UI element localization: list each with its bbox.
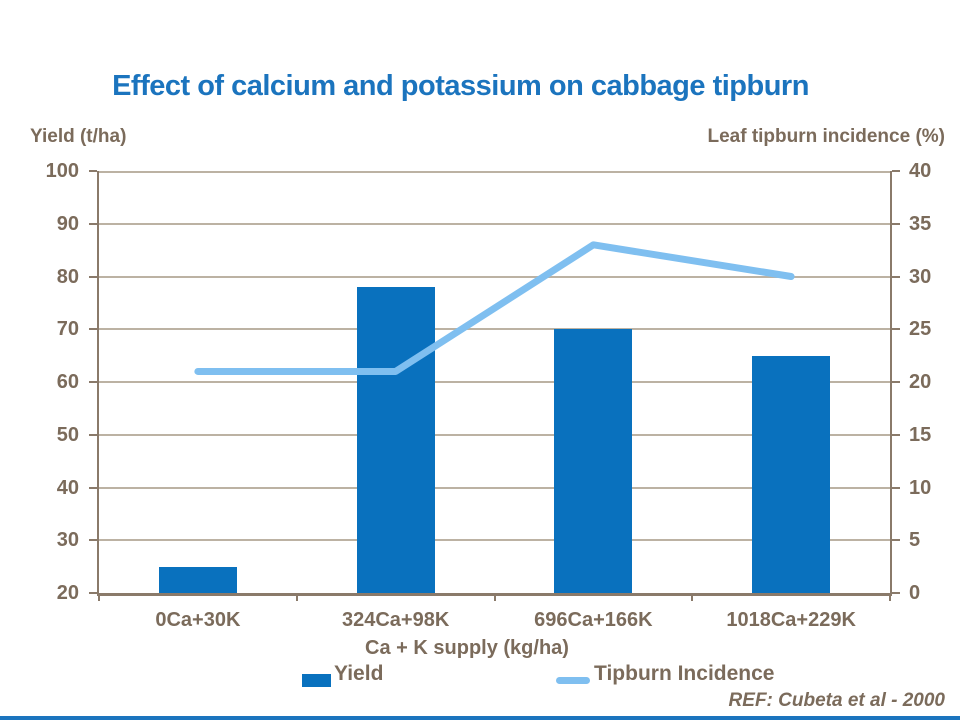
- x-axis-title: Ca + K supply (kg/ha): [365, 637, 569, 659]
- gridline: [99, 381, 890, 383]
- x-axis-tick: [691, 593, 694, 601]
- gridline: [99, 275, 890, 278]
- x-category-label: 0Ca+30K: [155, 609, 241, 631]
- tipburn-line-path: [194, 241, 795, 375]
- tipburn-line: [194, 241, 795, 375]
- right-axis-tick: [892, 486, 900, 489]
- right-axis-tick-label: 30: [909, 265, 932, 288]
- right-axis-tick-label: 10: [909, 476, 932, 499]
- right-axis-tick-label: 20: [909, 371, 932, 393]
- left-axis-tick-label: 80: [56, 265, 79, 288]
- x-axis-tick: [98, 593, 100, 601]
- left-axis-tick: [89, 433, 97, 436]
- right-axis-tick-label: 0: [909, 582, 921, 604]
- left-axis-tick-label: 50: [56, 423, 79, 446]
- left-axis-tick-label: 40: [56, 476, 79, 499]
- left-axis-tick: [89, 381, 97, 383]
- x-axis-tick: [889, 593, 891, 601]
- left-axis-tick: [89, 275, 97, 278]
- left-axis-tick-label: 70: [56, 318, 79, 341]
- left-axis-tick: [89, 328, 97, 331]
- plot-area: 100 40 90 35 80 30 70 25 60 20 50 15 40 10 30 5 20 0 0Ca+3…: [46, 160, 932, 631]
- yield-bar-0Ca+30K: [158, 566, 237, 593]
- left-axis-tick: [89, 170, 97, 172]
- right-axis-tick-label: 25: [909, 318, 932, 341]
- left-axis-tick: [89, 486, 97, 489]
- right-axis-tick-label: 5: [909, 529, 921, 552]
- left-axis-tick: [89, 222, 97, 225]
- gridline: [99, 328, 890, 331]
- left-axis-tick-label: 60: [56, 371, 79, 393]
- left-axis-tick: [89, 539, 97, 542]
- left-axis-tick-label: 100: [45, 160, 79, 182]
- left-axis-tick-label: 20: [56, 582, 79, 604]
- right-axis-title: Leaf tipburn incidence (%): [707, 126, 945, 147]
- x-axis-tick: [295, 593, 298, 601]
- right-axis-tick-label: 15: [909, 423, 932, 446]
- x-axis-tick: [493, 593, 496, 601]
- gridline: [99, 486, 890, 489]
- right-axis-tick-label: 40: [909, 160, 932, 182]
- right-axis-tick: [892, 328, 900, 331]
- legend-yield-bar-swatch-icon: [302, 674, 331, 687]
- right-axis-tick: [892, 539, 900, 542]
- gridline: [99, 433, 890, 436]
- right-axis-tick: [892, 275, 900, 278]
- right-axis-tick: [892, 592, 900, 594]
- gridline: [99, 539, 890, 542]
- yield-bar-1018Ca+229K: [752, 355, 831, 593]
- x-category-label: 324Ca+98K: [341, 609, 450, 631]
- x-category-label: 696Ca+166K: [534, 609, 653, 631]
- legend-tipburn-line-swatch-icon: [556, 677, 590, 684]
- yield-bar-696Ca+166K: [554, 329, 633, 593]
- yield-bar-324Ca+98K: [356, 287, 435, 593]
- gridline: [99, 171, 890, 173]
- left-axis-title: Yield (t/ha): [30, 126, 127, 147]
- right-axis-tick-label: 35: [909, 212, 932, 235]
- right-axis-tick: [892, 381, 900, 383]
- chart-title: Effect of calcium and potassium on cabba…: [112, 70, 809, 102]
- reference-note: REF: Cubeta et al - 2000: [728, 690, 945, 711]
- x-category-label: 1018Ca+229K: [726, 609, 856, 631]
- right-axis-tick: [892, 222, 900, 225]
- legend-tipburn-label: Tipburn Incidence: [594, 662, 775, 685]
- left-axis-tick: [89, 592, 97, 594]
- left-axis-tick-label: 90: [56, 212, 79, 235]
- right-axis-tick: [892, 170, 900, 172]
- gridline: [99, 222, 890, 225]
- bottom-accent-strip: [0, 716, 960, 720]
- right-axis-tick: [892, 433, 900, 436]
- left-axis-tick-label: 30: [56, 529, 79, 552]
- legend-yield-label: Yield: [334, 662, 384, 685]
